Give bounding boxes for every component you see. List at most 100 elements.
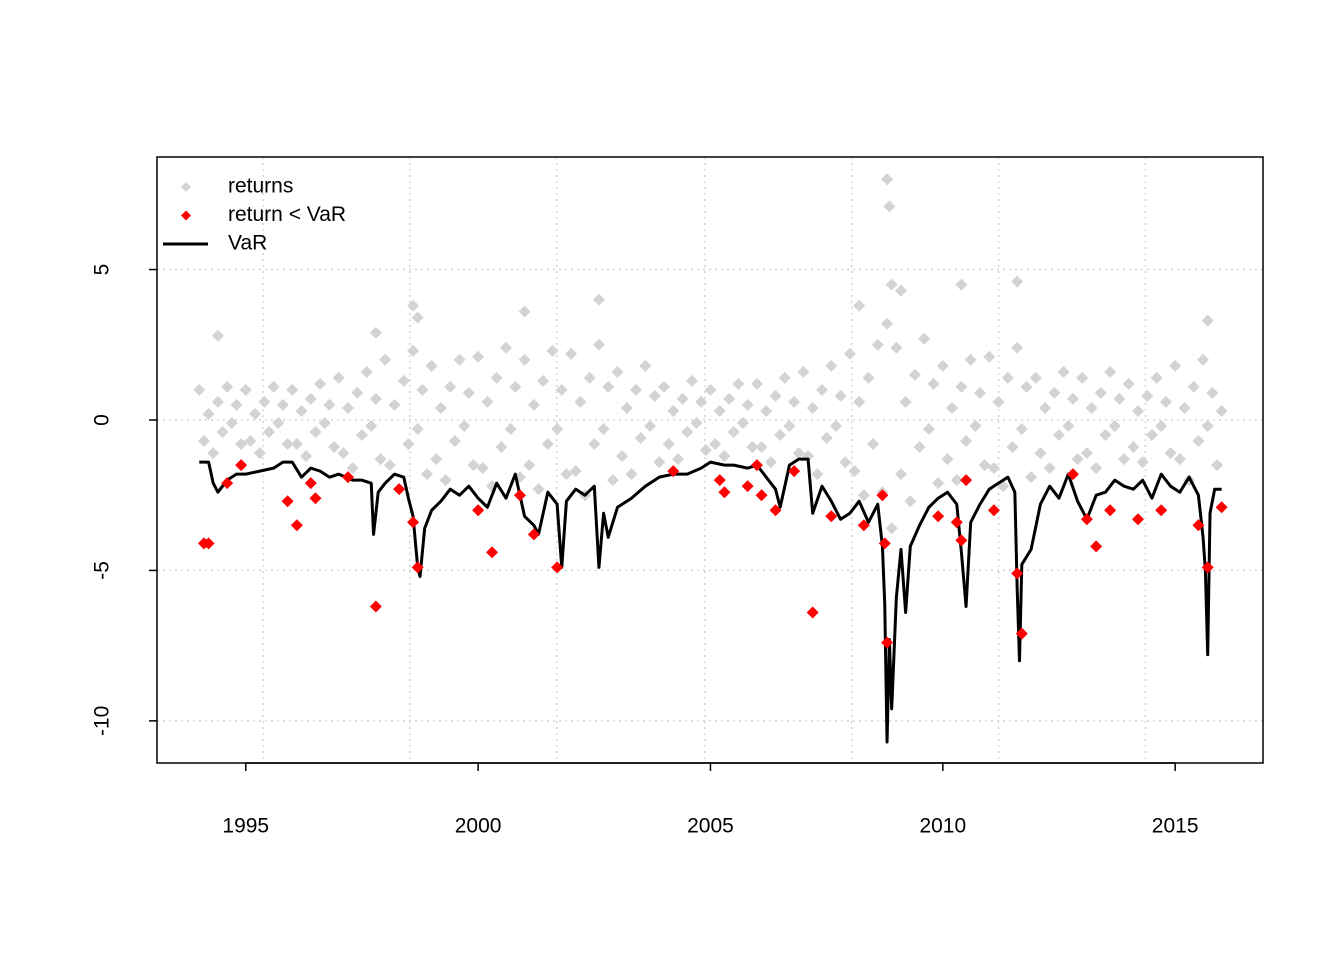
point xyxy=(709,438,722,451)
point xyxy=(964,353,977,366)
point xyxy=(876,489,889,502)
point xyxy=(518,353,531,366)
point xyxy=(881,317,894,330)
point xyxy=(783,419,796,432)
point xyxy=(960,474,973,487)
point xyxy=(713,474,726,487)
point xyxy=(262,426,275,439)
point xyxy=(639,359,652,372)
point xyxy=(1131,404,1144,417)
point xyxy=(235,438,248,451)
point xyxy=(472,504,485,517)
point xyxy=(1043,462,1056,475)
point xyxy=(513,489,526,502)
point xyxy=(788,465,801,478)
point xyxy=(769,389,782,402)
x-tick-label: 2015 xyxy=(1152,815,1199,838)
point xyxy=(690,416,703,429)
point xyxy=(304,392,317,405)
point xyxy=(221,380,234,393)
point xyxy=(853,395,866,408)
point xyxy=(727,426,740,439)
point xyxy=(950,474,963,487)
point xyxy=(407,299,420,312)
point xyxy=(839,456,852,469)
point xyxy=(537,374,550,387)
point xyxy=(499,341,512,354)
point xyxy=(987,504,1000,517)
point xyxy=(355,429,368,442)
point xyxy=(811,468,824,481)
point xyxy=(202,537,215,550)
point xyxy=(1094,386,1107,399)
point xyxy=(221,477,234,490)
point xyxy=(439,474,452,487)
point xyxy=(341,401,354,414)
point xyxy=(611,365,624,378)
point xyxy=(950,516,963,529)
point xyxy=(1159,395,1172,408)
point xyxy=(718,486,731,499)
point xyxy=(946,401,959,414)
point xyxy=(881,173,894,186)
point xyxy=(1201,561,1214,574)
point xyxy=(987,462,1000,475)
y-tick-label: -10 xyxy=(91,706,114,736)
point xyxy=(1066,468,1079,481)
point xyxy=(490,371,503,384)
point xyxy=(1164,447,1177,460)
point xyxy=(211,395,224,408)
point xyxy=(360,365,373,378)
point xyxy=(281,438,294,451)
point xyxy=(1104,504,1117,517)
point xyxy=(430,453,443,466)
point xyxy=(760,404,773,417)
point xyxy=(625,468,638,481)
point xyxy=(699,444,712,457)
point xyxy=(1201,314,1214,327)
point xyxy=(1113,392,1126,405)
point xyxy=(862,371,875,384)
legend-label: return < VaR xyxy=(228,203,346,226)
point xyxy=(1015,423,1028,436)
point xyxy=(755,441,768,454)
point xyxy=(546,344,559,357)
point xyxy=(1034,447,1047,460)
point xyxy=(369,392,382,405)
y-tick-label: 5 xyxy=(91,264,114,276)
point xyxy=(918,332,931,345)
x-tick-label: 2010 xyxy=(919,815,966,838)
point xyxy=(667,465,680,478)
point xyxy=(857,519,870,532)
point xyxy=(718,450,731,463)
point xyxy=(769,504,782,517)
point xyxy=(630,383,643,396)
point xyxy=(992,395,1005,408)
point xyxy=(286,383,299,396)
point xyxy=(1210,459,1223,472)
x-tick-label: 2005 xyxy=(687,815,734,838)
point xyxy=(834,389,847,402)
x-tick-label: 2000 xyxy=(455,815,502,838)
point xyxy=(853,299,866,312)
point xyxy=(825,359,838,372)
y-tick-label: 0 xyxy=(91,414,114,426)
point xyxy=(235,459,248,472)
point xyxy=(723,392,736,405)
point xyxy=(411,423,424,436)
point xyxy=(486,546,499,559)
point xyxy=(955,380,968,393)
point xyxy=(885,278,898,291)
point xyxy=(323,398,336,411)
point xyxy=(704,383,717,396)
point xyxy=(1090,540,1103,553)
point xyxy=(857,489,870,502)
point xyxy=(1062,419,1075,432)
legend-label: VaR xyxy=(228,232,267,255)
point xyxy=(555,383,568,396)
point xyxy=(932,510,945,523)
point xyxy=(300,450,313,463)
point xyxy=(602,380,615,393)
point xyxy=(495,441,508,454)
point xyxy=(369,600,382,613)
